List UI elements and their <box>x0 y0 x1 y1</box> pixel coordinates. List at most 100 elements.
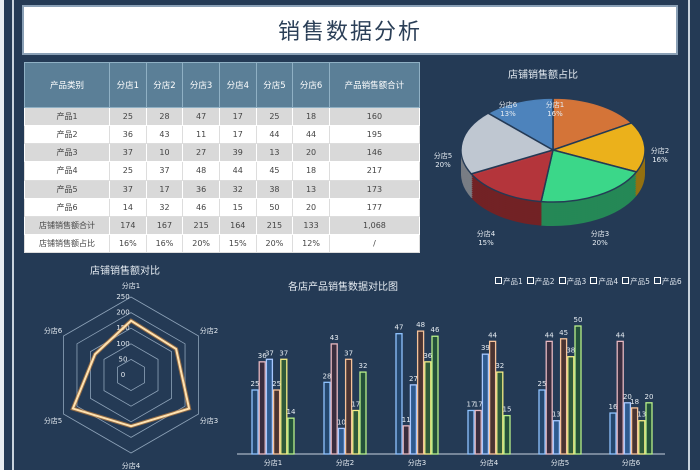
frame-edge <box>0 0 4 470</box>
table-cell: 32 <box>218 179 257 199</box>
pie-label: 分店2 <box>651 146 669 155</box>
table-cell: 25 <box>255 106 294 127</box>
table-cell: 46 <box>182 197 220 217</box>
radar-tick: 100 <box>116 340 129 348</box>
pie-percent: 20% <box>435 161 451 169</box>
bar <box>488 340 497 455</box>
pie-label: 分店6 <box>499 100 518 109</box>
bar <box>616 340 624 455</box>
bar-value-label: 17 <box>467 400 476 408</box>
column-header: 产品销售额合计 <box>328 62 421 108</box>
table-cell: 16% <box>109 233 147 254</box>
radar-grid <box>117 358 145 392</box>
frame-line-left <box>12 0 14 470</box>
bar-value-label: 36 <box>258 352 267 360</box>
table-cell: 43 <box>145 125 184 145</box>
table-cell: 36 <box>109 125 147 145</box>
legend-label: 产品5 <box>630 277 650 286</box>
column-header: 产品类别 <box>23 62 111 108</box>
legend-item: 产品4 <box>590 276 618 287</box>
table-row: 产品1 25 28 47 17 25 18 160 <box>23 106 421 127</box>
pie-title: 店铺销售额占比 <box>508 70 578 81</box>
bar-value-label: 37 <box>344 349 353 357</box>
table-cell: 215 <box>255 215 294 235</box>
table-cell: 16% <box>145 233 184 254</box>
bar-value-label: 37 <box>265 349 274 357</box>
bar <box>258 361 266 455</box>
table-cell: / <box>328 233 421 254</box>
legend-swatch <box>653 277 661 284</box>
radar-tick: 250 <box>116 293 129 301</box>
pie-slice <box>552 97 633 152</box>
radar-axis-label: 分店6 <box>44 326 63 335</box>
bar <box>359 371 367 455</box>
frame-line-right <box>688 0 690 470</box>
legend-swatch <box>622 277 630 284</box>
pie-slice <box>550 122 646 173</box>
table-cell: 32 <box>145 197 184 217</box>
page-title: 销售数据分析 <box>277 20 422 45</box>
legend-label: 产品4 <box>598 277 619 286</box>
radar-axis-label: 分店3 <box>200 416 218 425</box>
radar-tick: 0 <box>121 371 125 379</box>
legend-item: 产品6 <box>653 276 682 287</box>
pie-slice <box>460 112 555 175</box>
table-cell: 48 <box>182 161 220 181</box>
bar <box>559 338 568 455</box>
bar-value-label: 39 <box>481 344 490 352</box>
table-cell: 37 <box>109 143 147 163</box>
bar-value-label: 25 <box>538 380 547 388</box>
radar-grid <box>90 327 172 423</box>
bar-value-label: 17 <box>351 400 360 408</box>
table-cell: 产品5 <box>23 179 111 199</box>
legend-swatch <box>495 277 502 284</box>
bar <box>574 325 582 455</box>
bar-value-label: 44 <box>616 331 625 339</box>
bar-value-label: 44 <box>488 331 497 339</box>
pie-percent: 13% <box>500 110 516 118</box>
table-cell: 160 <box>328 106 421 127</box>
bar-title: 各店产品销售数据对比图 <box>288 282 398 293</box>
x-tick-label: 分店2 <box>336 458 354 467</box>
table-cell: 44 <box>218 161 257 181</box>
bar <box>496 371 504 455</box>
radar-line <box>71 319 191 428</box>
pie-label: 分店3 <box>591 229 609 238</box>
pie-slice <box>540 149 638 203</box>
bar <box>645 402 653 455</box>
column-header: 分店2 <box>145 62 184 108</box>
table-row: 产品4 25 37 48 44 45 18 217 <box>23 161 421 181</box>
table-cell: 27 <box>182 143 220 163</box>
radar-grid <box>63 296 199 454</box>
column-header: 分店4 <box>218 62 257 108</box>
bar-value-label: 36 <box>423 352 432 360</box>
bar-value-label: 27 <box>409 375 418 383</box>
table-cell: 50 <box>255 197 294 217</box>
bar <box>545 340 553 455</box>
table-cell: 174 <box>109 215 147 235</box>
bar-value-label: 11 <box>402 416 411 424</box>
pie-percent: 20% <box>592 239 608 247</box>
legend-swatch <box>558 277 566 284</box>
bar <box>287 417 295 455</box>
bar-value-label: 25 <box>272 380 281 388</box>
bar <box>481 353 490 455</box>
table-cell: 11 <box>182 125 220 145</box>
pie-percent: 16% <box>652 156 668 164</box>
bar <box>337 427 346 455</box>
bar-value-label: 15 <box>503 406 512 414</box>
bar-value-label: 20 <box>623 393 632 401</box>
table-cell: 14 <box>109 197 147 217</box>
bar <box>638 420 646 455</box>
radar-axis-label: 分店5 <box>44 416 62 425</box>
legend-label: 产品3 <box>566 277 587 286</box>
legend-label: 产品6 <box>661 277 682 286</box>
table-row: 店铺销售额占比 16% 16% 20% 15% 20% 12% / <box>23 233 421 254</box>
table-cell: 15% <box>218 233 257 254</box>
bar <box>431 335 439 455</box>
table-cell: 13 <box>292 179 330 199</box>
bar-value-label: 18 <box>630 398 639 406</box>
bar <box>330 343 338 455</box>
column-header: 分店3 <box>182 62 220 108</box>
